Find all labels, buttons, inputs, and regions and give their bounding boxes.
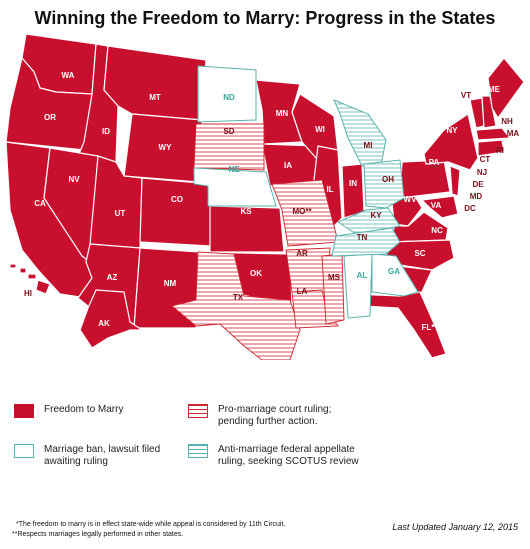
label-la: LA xyxy=(297,287,308,296)
footnote-florida: *The freedom to marry is in effect state… xyxy=(16,521,286,528)
label-mo: MO** xyxy=(292,207,312,216)
label-wa: WA xyxy=(62,71,75,80)
ban-states xyxy=(193,65,419,319)
legend-label-ban: Marriage ban, lawsuit filed awaiting rul… xyxy=(44,444,161,467)
state-sd xyxy=(193,123,265,171)
state-ks xyxy=(209,205,285,253)
pro-ruling-states xyxy=(171,123,345,360)
label-md: MD xyxy=(470,192,483,201)
label-me: ME xyxy=(488,85,501,94)
map-title: Winning the Freedom to Marry: Progress i… xyxy=(34,8,496,28)
label-dc: DC xyxy=(464,204,476,213)
label-ny: NY xyxy=(446,126,458,135)
label-oh: OH xyxy=(382,175,394,184)
label-wi: WI xyxy=(315,125,325,134)
legend-swatch-pro-ruling xyxy=(188,404,208,418)
state-nh xyxy=(481,95,497,129)
state-nv xyxy=(43,147,99,263)
state-de-md xyxy=(421,195,459,219)
legend-ban: Marriage ban, lawsuit filed awaiting rul… xyxy=(14,444,172,468)
state-in xyxy=(341,163,365,219)
label-id: ID xyxy=(102,127,110,136)
label-vt: VT xyxy=(461,91,471,100)
state-ak xyxy=(79,289,143,349)
label-mi: MI xyxy=(364,141,373,150)
state-hi xyxy=(9,263,51,295)
label-il: IL xyxy=(326,185,333,194)
label-nj: NJ xyxy=(477,168,487,177)
label-ga: GA xyxy=(388,267,400,276)
state-co xyxy=(139,177,213,247)
label-va: VA xyxy=(431,201,442,210)
state-labels: WA OR MT ID ND MN WI SD WY NE IA NV UT C… xyxy=(24,71,519,332)
label-nc: NC xyxy=(431,226,443,235)
label-ut: UT xyxy=(115,209,126,218)
label-ar: AR xyxy=(296,249,308,258)
label-co: CO xyxy=(171,195,183,204)
label-tn: TN xyxy=(357,233,368,242)
label-ct: CT xyxy=(480,155,491,164)
state-ne xyxy=(193,167,277,207)
label-ky: KY xyxy=(370,211,382,220)
label-ks: KS xyxy=(240,207,252,216)
label-in: IN xyxy=(349,179,357,188)
label-wv: WV xyxy=(404,195,418,204)
state-ny xyxy=(423,113,479,171)
label-ne: NE xyxy=(228,165,240,174)
label-mn: MN xyxy=(276,109,289,118)
label-wy: WY xyxy=(159,143,173,152)
label-sc: SC xyxy=(414,249,425,258)
state-pa xyxy=(399,159,451,199)
state-al xyxy=(343,253,373,319)
legend-freedom: Freedom to Marry xyxy=(14,404,194,418)
legend-anti-ruling: Anti-marriage federal appellate ruling, … xyxy=(188,444,368,468)
state-ma xyxy=(475,127,511,141)
legend-label-pro-ruling: Pro-marriage court ruling; pending furth… xyxy=(218,404,332,427)
state-ms xyxy=(321,253,345,325)
label-nv: NV xyxy=(68,175,80,184)
legend-pro-ruling: Pro-marriage court ruling; pending furth… xyxy=(188,404,348,428)
label-pa: PA xyxy=(429,158,440,167)
label-ma: MA xyxy=(507,129,520,138)
state-ct-ri xyxy=(477,139,505,157)
label-nd: ND xyxy=(223,93,235,102)
state-nd xyxy=(197,65,257,123)
state-nj xyxy=(449,165,461,197)
label-ms: MS xyxy=(328,273,341,282)
legend-swatch-freedom xyxy=(14,404,34,418)
state-ga xyxy=(371,253,419,297)
state-mt xyxy=(103,45,207,121)
label-tx: TX xyxy=(233,293,244,302)
state-tn xyxy=(331,227,401,257)
legend-swatch-anti-ruling xyxy=(188,444,208,458)
label-fl: FL* xyxy=(422,323,436,332)
state-oh xyxy=(363,159,405,209)
legend-label-anti-ruling: Anti-marriage federal appellate ruling, … xyxy=(218,444,359,467)
state-me xyxy=(487,57,525,119)
legend-swatch-ban xyxy=(14,444,34,458)
label-ri: RI xyxy=(496,146,504,155)
state-mi xyxy=(333,99,387,171)
us-state-map: WA OR MT ID ND MN WI SD WY NE IA NV UT C… xyxy=(5,33,525,360)
freedom-states xyxy=(5,33,525,359)
state-tx xyxy=(171,251,301,360)
label-ak: AK xyxy=(98,319,110,328)
last-updated: Last Updated January 12, 2015 xyxy=(392,522,518,532)
label-hi: HI xyxy=(24,289,32,298)
anti-ruling-states xyxy=(331,99,405,257)
label-or: OR xyxy=(44,113,56,122)
label-mt: MT xyxy=(149,93,161,102)
label-ca: CA xyxy=(34,199,46,208)
label-sd: SD xyxy=(223,127,234,136)
label-nh: NH xyxy=(501,117,513,126)
state-ky xyxy=(336,207,401,235)
label-al: AL xyxy=(357,271,368,280)
footnote-missouri: **Respects marriages legally performed i… xyxy=(12,531,184,538)
label-nm: NM xyxy=(164,279,177,288)
label-ia: IA xyxy=(284,161,292,170)
label-az: AZ xyxy=(107,273,118,282)
legend-label-freedom: Freedom to Marry xyxy=(44,404,124,415)
label-ok: OK xyxy=(250,269,262,278)
label-de: DE xyxy=(472,180,484,189)
